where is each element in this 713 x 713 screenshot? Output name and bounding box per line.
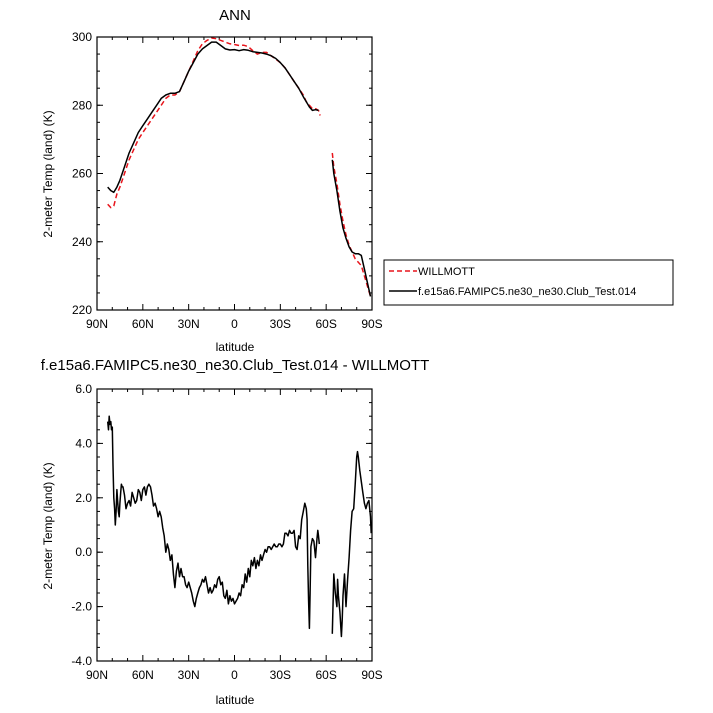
bottom-y-tick-label: 2.0	[75, 491, 92, 505]
bottom-y-tick-label: -2.0	[71, 600, 92, 614]
bottom-y-tick-label: -4.0	[71, 654, 92, 668]
top-y-tick-label: 280	[72, 98, 92, 112]
legend-label-model: f.e15a6.FAMIPC5.ne30_ne30.Club_Test.014	[418, 286, 636, 298]
bottom-chart-y-axis-label: 2-meter Temp (land) (K)	[41, 462, 55, 589]
bottom-x-tick-label: 90S	[361, 668, 382, 682]
top-chart-plot-frame	[96, 36, 373, 311]
top-x-tick-label: 30N	[178, 317, 200, 331]
top-series-1-line-segment-0	[107, 41, 319, 194]
top-x-tick-label: 60N	[132, 317, 154, 331]
top-chart: ANN 2-meter Temp (land) (K) latitude 90N…	[41, 7, 383, 354]
bottom-y-tick-label: 4.0	[75, 436, 92, 450]
top-y-tick-label: 240	[72, 235, 92, 249]
top-x-tick-label: 0	[231, 317, 238, 331]
bottom-chart-x-axis-label: latitude	[216, 693, 255, 707]
bottom-series-0-line-segment-1	[331, 450, 372, 638]
top-chart-y-axis-label: 2-meter Temp (land) (K)	[41, 110, 55, 237]
legend-box	[383, 259, 674, 306]
bottom-x-tick-label: 60N	[132, 668, 154, 682]
top-chart-x-axis-label: latitude	[216, 340, 255, 354]
top-series-0-line-segment-1	[331, 152, 372, 297]
top-x-tick-label: 30S	[270, 317, 291, 331]
bottom-y-tick-label: 6.0	[75, 382, 92, 396]
top-x-tick-label: 90S	[361, 317, 382, 331]
bottom-x-tick-label: 0	[231, 668, 238, 682]
top-chart-title: ANN	[219, 7, 251, 24]
top-series-1-line-segment-1	[331, 159, 372, 297]
top-series-0-line-segment-0	[107, 37, 321, 209]
top-y-tick-label: 300	[72, 30, 92, 44]
bottom-x-tick-label: 30N	[178, 668, 200, 682]
top-y-tick-label: 220	[72, 303, 92, 317]
bottom-x-tick-label: 90N	[86, 668, 108, 682]
bottom-chart-plot-frame	[96, 388, 373, 662]
legend-label-willmott: WILLMOTT	[418, 266, 475, 278]
bottom-x-tick-label: 60S	[315, 668, 336, 682]
bottom-x-tick-label: 30S	[270, 668, 291, 682]
top-x-tick-label: 60S	[315, 317, 336, 331]
top-x-tick-label: 90N	[86, 317, 108, 331]
bottom-series-0-line-segment-0	[106, 415, 321, 630]
bottom-chart: f.e15a6.FAMIPC5.ne30_ne30.Club_Test.014 …	[41, 357, 430, 707]
bottom-chart-title: f.e15a6.FAMIPC5.ne30_ne30.Club_Test.014 …	[41, 357, 430, 374]
top-y-tick-label: 260	[72, 167, 92, 181]
bottom-y-tick-label: 0.0	[75, 545, 92, 559]
legend: WILLMOTT f.e15a6.FAMIPC5.ne30_ne30.Club_…	[383, 259, 674, 306]
